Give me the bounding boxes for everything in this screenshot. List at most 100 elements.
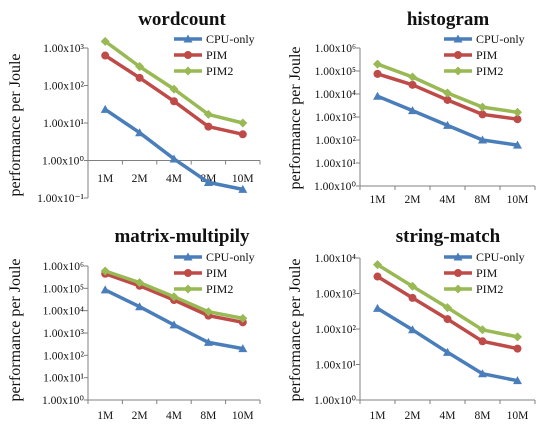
data-point: [238, 184, 248, 193]
data-point: [100, 36, 110, 46]
data-point: [513, 376, 522, 385]
y-tick-label: 1.00x10¹: [43, 373, 84, 385]
legend-label: CPU-only: [206, 32, 255, 46]
data-point: [203, 337, 213, 346]
legend-label: PIM: [476, 266, 498, 280]
x-tick-label: 4M: [440, 410, 456, 422]
data-point: [169, 154, 179, 163]
data-point: [238, 313, 248, 323]
y-tick-label: 1.00x10⁶: [43, 261, 84, 273]
data-point: [408, 80, 417, 89]
chart-title: wordcount: [138, 9, 226, 30]
legend-marker: [183, 34, 193, 43]
y-tick-label: 1.00x10⁰: [42, 395, 84, 407]
data-point: [443, 347, 452, 356]
y-tick-label: 1.00x10³: [315, 112, 356, 124]
data-point: [408, 325, 417, 334]
data-point: [478, 337, 487, 346]
data-point: [478, 110, 487, 119]
y-tick-label: 1.00x10⁰: [42, 156, 84, 168]
legend-label: CPU-only: [476, 32, 525, 46]
x-tick-label: 1M: [370, 410, 386, 422]
x-tick-label: 4M: [166, 410, 182, 422]
data-point: [443, 315, 452, 324]
y-tick-label: 1.00x10⁻¹: [37, 193, 84, 205]
y-tick-label: 1.00x10¹: [315, 360, 356, 372]
y-tick-label: 1.00x10²: [315, 324, 356, 336]
y-tick-label: 1.00x10²: [43, 81, 84, 93]
data-point: [169, 320, 179, 329]
y-tick-label: 1.00x10¹: [315, 158, 356, 170]
y-tick-label: 1.00x10²: [315, 135, 356, 147]
x-tick-label: 2M: [132, 173, 148, 185]
data-point: [443, 95, 452, 104]
chart-panel-2: histogram performance per Joule 1.00x10⁶ 1.…: [287, 9, 536, 206]
legend-marker: [183, 66, 193, 76]
legend-marker: [453, 66, 463, 76]
legend-marker: [183, 252, 193, 261]
data-point: [135, 278, 145, 288]
data-point: [408, 281, 417, 291]
legend-marker: [454, 51, 462, 59]
x-tick-label: 8M: [200, 410, 216, 422]
data-point: [513, 332, 522, 342]
data-point: [238, 344, 248, 353]
data-point: [373, 303, 382, 312]
y-axis-label: performance per Joule: [287, 46, 304, 189]
data-point: [478, 102, 487, 112]
x-tick-label: 1M: [97, 173, 113, 185]
legend-label: PIM2: [476, 64, 503, 78]
x-tick-label: 10M: [232, 173, 254, 185]
data-point: [100, 285, 110, 294]
x-tick-label: 1M: [97, 410, 113, 422]
legend-marker: [453, 252, 463, 261]
y-tick-label: 1.00x10¹: [43, 118, 84, 130]
legend-marker: [453, 34, 463, 43]
legend-marker: [184, 269, 192, 277]
data-point: [513, 140, 522, 149]
data-point: [100, 104, 110, 113]
data-point: [169, 84, 179, 94]
data-point: [101, 51, 110, 60]
y-tick-label: 1.00x10⁶: [315, 43, 356, 55]
data-point: [513, 107, 522, 117]
x-tick-label: 4M: [440, 194, 456, 206]
data-point: [443, 120, 452, 129]
legend: CPU-only PIM PIM2: [174, 250, 255, 296]
x-tick-label: 2M: [132, 410, 148, 422]
data-point: [203, 109, 213, 119]
data-point: [135, 73, 144, 82]
y-tick-label: 1.00x10³: [43, 43, 84, 55]
chart-panel-1: wordcount performance per Joule 1.00x10³ 1.…: [7, 9, 261, 205]
y-tick-label: 1.00x10²: [43, 350, 84, 362]
data-point: [169, 292, 179, 302]
data-point: [513, 115, 522, 124]
data-point: [204, 122, 213, 131]
chart-panel-4: string-match performance per Joule 1.00x10…: [287, 226, 536, 422]
data-point: [408, 106, 417, 115]
x-tick-label: 8M: [475, 194, 491, 206]
x-tick-label: 2M: [405, 194, 421, 206]
legend-label: PIM2: [206, 282, 233, 296]
chart-title: matrix-multipily: [114, 226, 250, 247]
legend-label: CPU-only: [476, 250, 525, 264]
data-point: [238, 118, 248, 128]
chart-title: string-match: [396, 226, 501, 247]
data-point: [408, 72, 417, 82]
data-point: [373, 260, 382, 270]
legend-label: PIM2: [476, 282, 503, 296]
legend: CPU-only PIM PIM2: [444, 250, 525, 296]
y-tick-label: 1.00x10⁴: [315, 253, 356, 265]
data-point: [373, 59, 382, 69]
data-point: [135, 62, 145, 72]
y-tick-label: 1.00x10⁰: [314, 395, 356, 407]
legend: CPU-only PIM PIM2: [444, 32, 525, 78]
data-point: [135, 128, 145, 137]
x-tick-label: 10M: [507, 194, 529, 206]
data-point: [443, 88, 452, 98]
legend-label: CPU-only: [206, 250, 255, 264]
legend-marker: [183, 284, 193, 294]
y-axis-label: performance per Joule: [7, 258, 24, 401]
data-point: [478, 325, 487, 335]
data-point: [238, 130, 247, 139]
